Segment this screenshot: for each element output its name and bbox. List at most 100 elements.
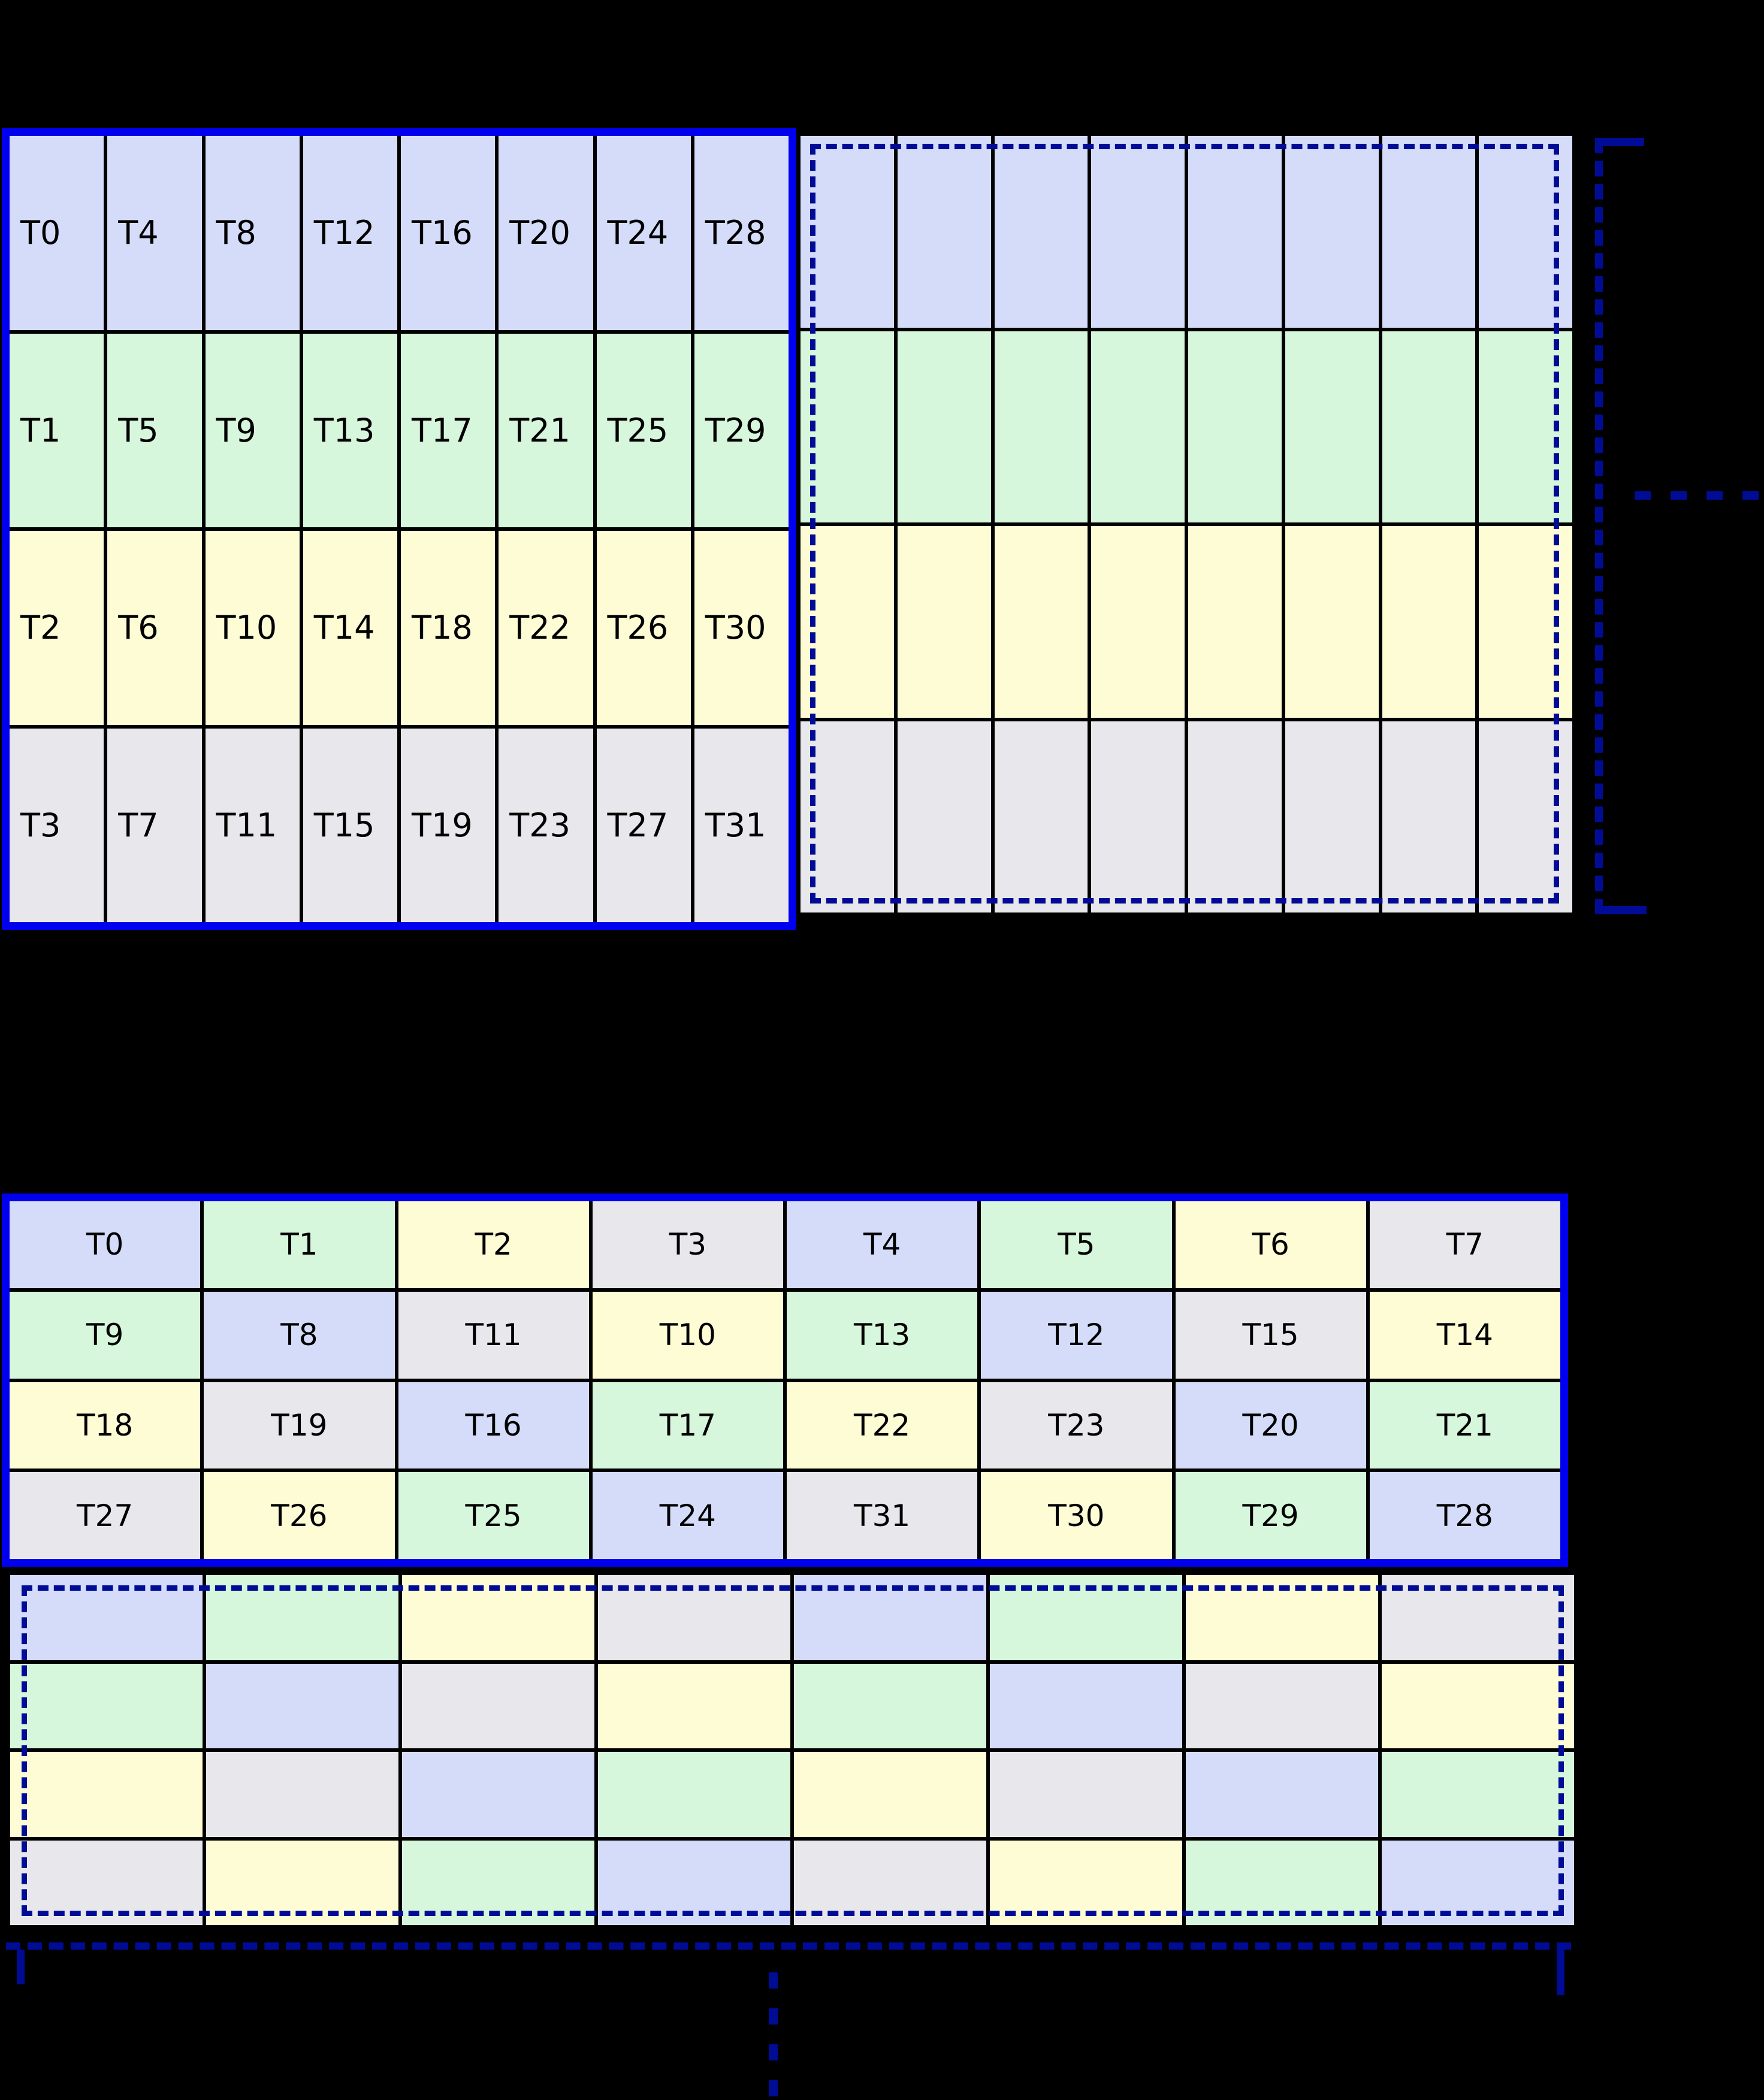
thread-cell: T20 (1175, 1382, 1366, 1469)
thread-cell: T17 (592, 1382, 783, 1469)
thread-cell-unlabeled (1382, 1663, 1574, 1748)
top-echo-dashed-outline (810, 144, 1559, 904)
top-repeat-bracket-tick-top (1595, 138, 1644, 146)
thread-cell-unlabeled (1382, 331, 1476, 522)
v-ellipsis-dot (769, 2044, 778, 2060)
thread-cell: T21 (499, 333, 593, 527)
thread-cell: T20 (499, 136, 593, 330)
thread-cell-unlabeled (1186, 1663, 1378, 1748)
thread-cell-unlabeled (1091, 526, 1185, 718)
thread-cell-unlabeled (1285, 136, 1379, 328)
thread-cell: T28 (694, 136, 789, 330)
thread-cell: T15 (1175, 1291, 1366, 1379)
thread-cell: T27 (10, 1472, 201, 1559)
thread-cell-unlabeled (794, 1663, 986, 1748)
thread-cell: T3 (592, 1201, 783, 1288)
thread-cell-unlabeled (1188, 526, 1282, 718)
bottom-repeat-bracket-tick-left (17, 1950, 25, 1984)
thread-cell-unlabeled (206, 1752, 398, 1837)
thread-cell-unlabeled (598, 1752, 790, 1837)
thread-cell-unlabeled (801, 331, 894, 522)
bottom-labeled-thread-block: T0 T1 T2 T3 T4 T5 T6 T7 T9 T8 T11 T10 T13 T12 T15 T14 T1… (2, 1193, 1568, 1567)
thread-cell: T1 (204, 1201, 395, 1288)
top-repeat-bracket-tick-bottom (1595, 906, 1647, 914)
thread-cell: T24 (592, 1472, 783, 1559)
top-echo-thread-block (798, 133, 1575, 915)
thread-cell-unlabeled (994, 526, 1088, 718)
thread-cell: T16 (398, 1382, 589, 1469)
thread-cell: T14 (1369, 1291, 1560, 1379)
thread-cell-unlabeled (1091, 721, 1185, 912)
v-ellipsis-dot (769, 2080, 778, 2096)
thread-cell: T13 (787, 1291, 978, 1379)
thread-cell: T4 (107, 136, 202, 330)
thread-cell: T25 (596, 333, 691, 527)
thread-cell-unlabeled (1382, 526, 1476, 718)
thread-cell-unlabeled (897, 526, 991, 718)
thread-cell: T15 (303, 728, 397, 922)
h-ellipsis-dot (1671, 491, 1687, 500)
thread-cell-unlabeled (1382, 136, 1476, 328)
thread-cell: T24 (596, 136, 691, 330)
thread-cell: T22 (499, 531, 593, 725)
thread-cell: T27 (596, 728, 691, 922)
thread-cell: T9 (205, 333, 300, 527)
thread-cell: T14 (303, 531, 397, 725)
thread-cell-unlabeled (897, 331, 991, 522)
thread-cell-unlabeled (897, 721, 991, 912)
h-ellipsis-dot (1742, 491, 1759, 500)
thread-cell: T13 (303, 333, 397, 527)
thread-cell: T29 (694, 333, 789, 527)
bottom-echo-dashed-outline (22, 1585, 1564, 1916)
thread-cell: T12 (981, 1291, 1172, 1379)
thread-cell: T1 (10, 333, 104, 527)
h-ellipsis-dot (1635, 491, 1651, 500)
thread-cell: T23 (981, 1382, 1172, 1469)
thread-cell-unlabeled (801, 136, 894, 328)
top-repeat-bracket (1595, 138, 1603, 914)
thread-cell: T12 (303, 136, 397, 330)
thread-cell-unlabeled (1382, 721, 1476, 912)
thread-cell: T11 (398, 1291, 589, 1379)
thread-cell: T4 (787, 1201, 978, 1288)
thread-cell-unlabeled (1188, 331, 1282, 522)
thread-cell: T23 (499, 728, 593, 922)
bottom-repeat-bracket (6, 1942, 1571, 1950)
bottom-echo-thread-block (7, 1572, 1577, 1928)
thread-cell: T2 (398, 1201, 589, 1288)
thread-cell: T26 (204, 1472, 395, 1559)
thread-cell-unlabeled (994, 721, 1088, 912)
thread-cell-unlabeled (10, 1663, 203, 1748)
thread-cell: T19 (401, 728, 496, 922)
thread-cell: T29 (1175, 1472, 1366, 1559)
thread-cell-unlabeled (1091, 136, 1185, 328)
v-ellipsis-dot (769, 2008, 778, 2025)
thread-cell: T0 (10, 1201, 201, 1288)
thread-cell: T16 (401, 136, 496, 330)
v-ellipsis-dot (769, 1972, 778, 1989)
bottom-repeat-bracket-tick-right (1557, 1950, 1564, 1995)
thread-cell: T10 (205, 531, 300, 725)
thread-cell: T6 (1175, 1201, 1366, 1288)
thread-cell-unlabeled (1285, 331, 1379, 522)
thread-cell-unlabeled (206, 1663, 398, 1748)
thread-cell-unlabeled (801, 526, 894, 718)
thread-cell: T6 (107, 531, 202, 725)
thread-cell: T9 (10, 1291, 201, 1379)
thread-cell: T5 (107, 333, 202, 527)
thread-cell: T17 (401, 333, 496, 527)
thread-cell: T18 (401, 531, 496, 725)
h-ellipsis-dot (1706, 491, 1723, 500)
thread-cell-unlabeled (1188, 136, 1282, 328)
thread-cell: T19 (204, 1382, 395, 1469)
thread-cell: T0 (10, 136, 104, 330)
thread-cell-unlabeled (994, 136, 1088, 328)
thread-cell-unlabeled (1091, 331, 1185, 522)
thread-cell-unlabeled (794, 1752, 986, 1837)
thread-cell: T5 (981, 1201, 1172, 1288)
thread-cell-unlabeled (402, 1752, 594, 1837)
thread-cell: T2 (10, 531, 104, 725)
thread-cell: T30 (981, 1472, 1172, 1559)
thread-cell: T21 (1369, 1382, 1560, 1469)
